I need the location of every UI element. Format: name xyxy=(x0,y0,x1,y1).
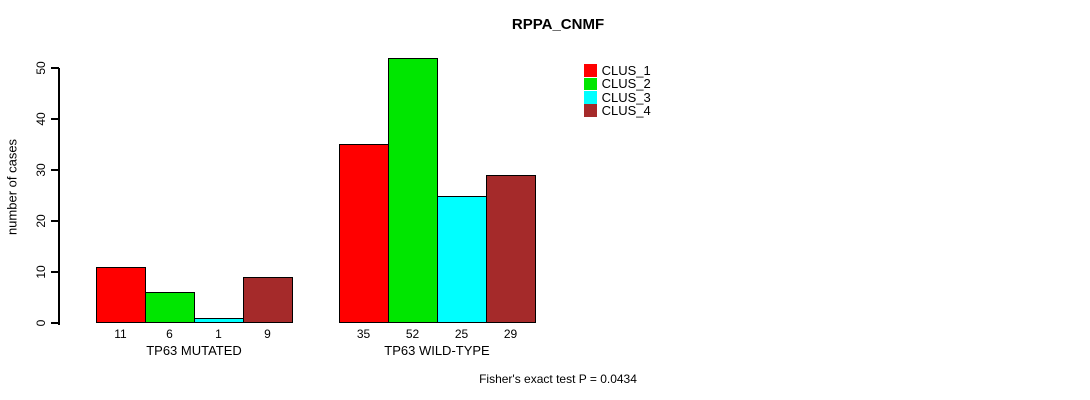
bar-value-label: 35 xyxy=(356,327,371,341)
bar xyxy=(486,175,536,323)
legend-swatch xyxy=(584,77,597,91)
bar-value-label: 52 xyxy=(405,327,420,341)
bar-value-label: 1 xyxy=(215,327,222,341)
y-tick xyxy=(51,322,59,324)
legend-swatch xyxy=(584,64,597,77)
legend-item: CLUS_4 xyxy=(584,104,651,117)
y-tick-label: 50 xyxy=(34,61,48,75)
bar xyxy=(243,277,293,323)
chart-title: RPPA_CNMF xyxy=(511,16,605,33)
y-tick-label: 40 xyxy=(34,112,48,126)
y-tick xyxy=(51,169,59,171)
bar xyxy=(194,318,244,323)
fisher-test-annotation: Fisher's exact test P = 0.0434 xyxy=(479,372,637,386)
y-tick xyxy=(51,118,59,120)
group-label: TP63 WILD-TYPE xyxy=(384,343,490,358)
y-tick-label: 30 xyxy=(34,163,48,177)
y-tick xyxy=(51,271,59,273)
bar xyxy=(437,196,487,323)
legend-label: CLUS_1 xyxy=(601,63,651,79)
legend-item: CLUS_3 xyxy=(584,91,651,104)
legend-item: CLUS_2 xyxy=(584,77,651,90)
bar xyxy=(145,292,195,323)
legend-label: CLUS_4 xyxy=(601,103,651,119)
y-tick xyxy=(51,220,59,222)
y-axis-label: number of cases xyxy=(4,138,20,236)
legend-label: CLUS_3 xyxy=(601,89,651,105)
y-axis-line xyxy=(58,68,60,325)
bar xyxy=(339,144,389,323)
legend: CLUS_1 CLUS_2 CLUS_3 CLUS_4 xyxy=(584,64,651,117)
legend-swatch xyxy=(584,104,597,117)
y-tick xyxy=(51,67,59,69)
group-label: TP63 MUTATED xyxy=(146,343,242,358)
bar-value-label: 11 xyxy=(114,327,127,341)
bar xyxy=(96,267,146,323)
bar-value-label: 6 xyxy=(166,327,173,341)
bar-value-label: 29 xyxy=(503,327,518,341)
bar-value-label: 9 xyxy=(264,327,271,341)
y-tick-label: 20 xyxy=(34,214,48,228)
legend-label: CLUS_2 xyxy=(601,76,651,92)
bar-value-label: 25 xyxy=(454,327,469,341)
bar xyxy=(388,58,438,323)
legend-item: CLUS_1 xyxy=(584,64,651,77)
legend-swatch xyxy=(584,90,597,104)
y-tick-label: 0 xyxy=(34,319,48,327)
y-tick-label: 10 xyxy=(34,265,48,279)
